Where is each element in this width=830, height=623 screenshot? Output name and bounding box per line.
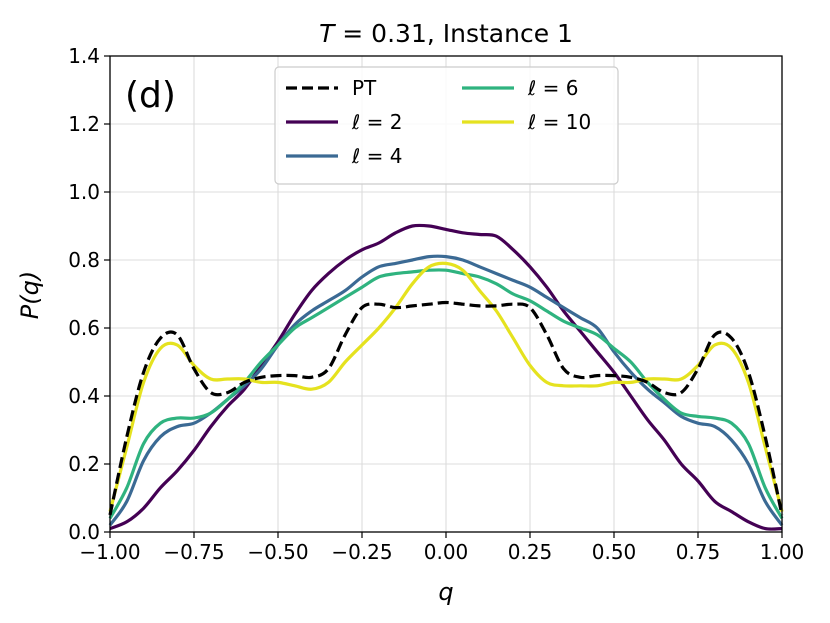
series-line-l-2 — [109, 223, 783, 531]
chart-title: T = 0.31, Instance 1 — [319, 19, 573, 48]
legend-label-value: = 2 — [360, 110, 402, 134]
series-line-l-6 — [108, 268, 784, 520]
legend-label-l-6: ℓ = 6 — [527, 76, 578, 100]
legend-label-value: = 6 — [536, 76, 578, 100]
legend-label-variable: ℓ — [351, 110, 360, 134]
y-tick-label: 0.0 — [68, 520, 100, 544]
panel-label: (d) — [125, 75, 176, 116]
legend: PTℓ = 2ℓ = 4ℓ = 6ℓ = 10 — [274, 66, 619, 185]
x-tick-label: −0.50 — [247, 540, 308, 564]
y-tick-label: 1.4 — [68, 44, 100, 68]
legend-label-PT: PT — [352, 76, 377, 100]
x-tick-label: −0.75 — [163, 540, 224, 564]
x-tick-label: 0.50 — [592, 540, 637, 564]
y-tick-label: 0.8 — [68, 248, 100, 272]
y-tick-label: 0.2 — [68, 452, 100, 476]
x-tick-label: 0.25 — [508, 540, 553, 564]
legend-box — [274, 66, 619, 185]
x-axis-label: q — [438, 578, 453, 606]
title-rest: = 0.31, Instance 1 — [334, 19, 573, 48]
x-tick-label: 0.75 — [676, 540, 721, 564]
legend-label-variable: ℓ — [351, 144, 360, 168]
x-tick-label: 1.00 — [760, 540, 805, 564]
series-line-l-10 — [108, 261, 784, 513]
title-variable: T — [319, 19, 336, 48]
series-line-PT — [108, 300, 784, 516]
legend-label-l-10: ℓ = 10 — [527, 110, 591, 134]
legend-label-variable: ℓ — [527, 110, 536, 134]
legend-label-value: = 10 — [536, 110, 591, 134]
x-tick-label: 0.00 — [424, 540, 469, 564]
x-tick-label: −1.00 — [79, 540, 140, 564]
y-tick-label: 1.2 — [68, 112, 100, 136]
legend-label-variable: ℓ — [527, 76, 536, 100]
y-tick-label: 0.4 — [68, 384, 100, 408]
y-axis-label: P(q) — [16, 271, 44, 319]
series-layer — [108, 223, 784, 531]
legend-label-l-2: ℓ = 2 — [351, 110, 402, 134]
y-tick-label: 1.0 — [68, 180, 100, 204]
axis-ticks: −1.00 −0.75 −0.50 −0.25 0.00 0.25 0.50 0.75 1.00… — [68, 44, 804, 564]
legend-label-l-4: ℓ = 4 — [351, 144, 402, 168]
x-tick-label: −0.25 — [331, 540, 392, 564]
legend-label-value: = 4 — [360, 144, 402, 168]
y-tick-label: 0.6 — [68, 316, 100, 340]
